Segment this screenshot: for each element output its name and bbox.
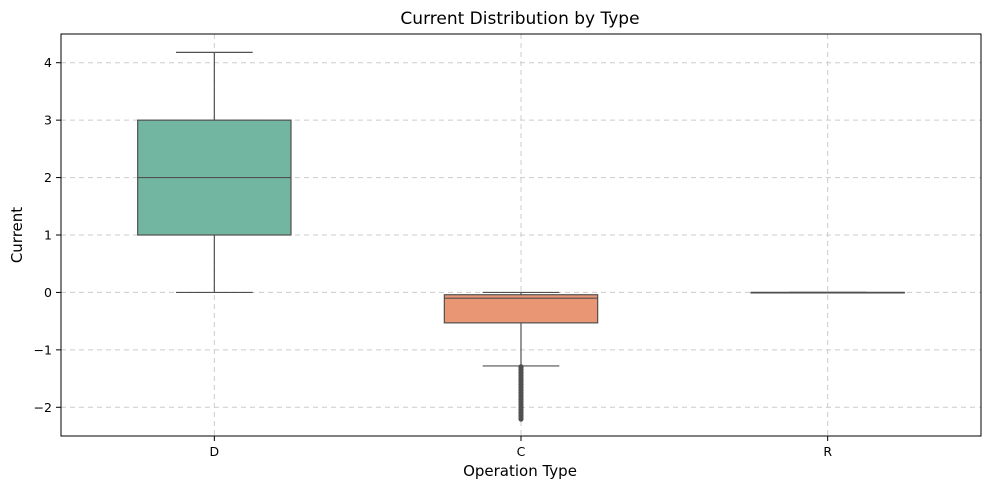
y-tick-label: 3 [44, 113, 52, 128]
y-tick-label: 1 [44, 228, 52, 243]
iqr-box [443, 294, 599, 324]
box-group-c [443, 291, 599, 422]
x-axis-label: Operation Type [463, 462, 577, 480]
x-tick-label: D [210, 444, 220, 459]
box-group-d [137, 51, 292, 294]
x-tick-label: R [823, 444, 832, 459]
ticks-layer: −2 −1 0 1 2 3 4 D C R [34, 55, 833, 459]
chart-title: Current Distribution by Type [400, 9, 639, 29]
y-tick-label: −2 [34, 400, 52, 415]
outlier-point [518, 415, 524, 422]
x-tick-label: C [517, 444, 526, 459]
y-tick-label: −1 [34, 342, 52, 357]
y-tick-label: 2 [44, 170, 52, 185]
y-tick-label: 4 [44, 55, 52, 70]
box-group-r [750, 291, 905, 294]
boxes-layer [137, 51, 905, 422]
y-tick-label: 0 [44, 285, 52, 300]
plot-area-frame [60, 33, 982, 437]
y-axis-label: Current [8, 207, 26, 263]
